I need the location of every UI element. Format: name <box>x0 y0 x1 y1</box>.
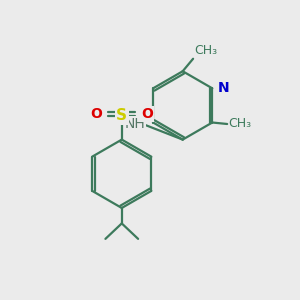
Text: NH: NH <box>124 117 146 131</box>
Text: S: S <box>116 108 127 123</box>
Text: N: N <box>218 81 229 95</box>
Text: CH₃: CH₃ <box>228 118 251 130</box>
Text: CH₃: CH₃ <box>194 44 218 57</box>
Text: O: O <box>90 107 102 121</box>
Text: O: O <box>141 107 153 121</box>
